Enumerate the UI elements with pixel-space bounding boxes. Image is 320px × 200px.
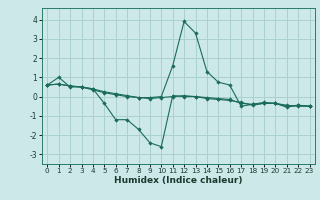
X-axis label: Humidex (Indice chaleur): Humidex (Indice chaleur) bbox=[114, 176, 243, 185]
